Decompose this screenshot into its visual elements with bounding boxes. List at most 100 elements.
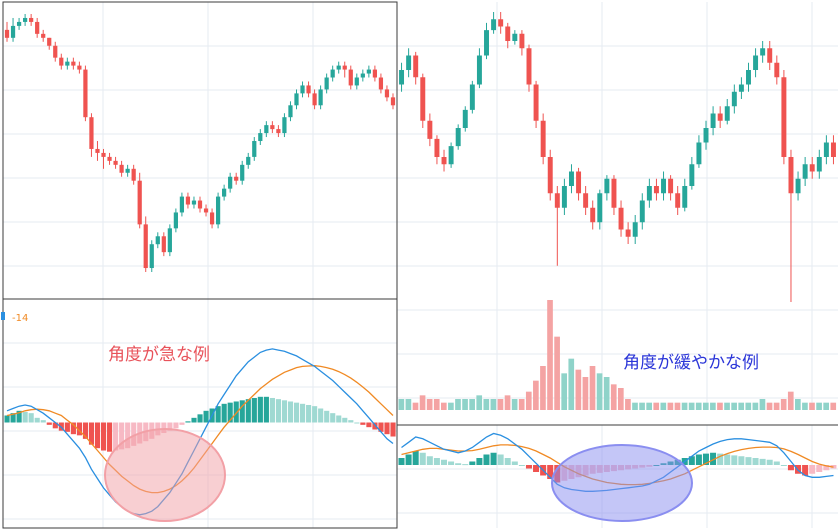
histogram-bar (167, 422, 173, 431)
candle-body (830, 142, 836, 157)
volume-bar (533, 380, 539, 410)
histogram-bar (34, 417, 40, 423)
candle-body (161, 236, 166, 253)
volume-bar (511, 399, 518, 410)
candle-body (809, 164, 815, 172)
candle-body (710, 113, 716, 128)
candle-body (179, 196, 185, 213)
volume-bar (632, 402, 638, 410)
candle-body (434, 138, 440, 157)
volume-bar (554, 336, 560, 410)
volume-bar (795, 399, 801, 410)
histogram-bar (82, 422, 89, 439)
histogram-bar (233, 401, 239, 423)
volume-bar (809, 402, 815, 410)
volume-bar (702, 402, 709, 410)
volume-bar (731, 402, 737, 410)
volume-bar (695, 402, 702, 410)
histogram-bar (4, 415, 10, 423)
histogram-bar (161, 422, 167, 434)
candle-body (71, 61, 76, 66)
candle-body (816, 157, 822, 172)
histogram-bar (100, 422, 107, 451)
candle-body (173, 212, 178, 229)
candle-body (590, 207, 596, 223)
histogram-bar (384, 422, 390, 435)
histogram-bar (245, 399, 251, 423)
histogram-bar (52, 422, 58, 429)
volume-bar (639, 402, 645, 410)
candle-body (554, 193, 560, 208)
histogram-bar (263, 396, 269, 423)
histogram-bar (440, 459, 448, 465)
histogram-bar (816, 465, 823, 472)
histogram-bar (372, 422, 378, 430)
volume-bar (759, 399, 766, 410)
histogram-bar (64, 422, 70, 432)
volume-bar (448, 402, 454, 410)
histogram-bar (107, 422, 113, 452)
volume-bar (561, 373, 568, 410)
candle-body (324, 77, 329, 90)
histogram-bar (28, 413, 34, 423)
candle-body (561, 186, 567, 208)
volume-bar (610, 384, 617, 410)
histogram-bar (306, 404, 312, 423)
volume-bar (667, 402, 674, 410)
volume-bar (575, 369, 582, 410)
candle-body (372, 69, 378, 78)
candle-body (484, 30, 489, 56)
histogram-bar (802, 465, 809, 476)
left-macd-value-label: -14 (12, 313, 28, 324)
histogram-bar (378, 422, 384, 432)
histogram-bar (46, 422, 52, 425)
candle-body (378, 77, 384, 90)
candle-body (653, 186, 659, 194)
histogram-bar (336, 415, 342, 423)
candle-body (300, 85, 305, 94)
candle-body (455, 128, 461, 147)
volume-bar (540, 366, 546, 410)
histogram-bar (504, 458, 511, 465)
histogram-bar (125, 422, 131, 449)
candle-body (47, 37, 52, 46)
histogram-bar (448, 461, 455, 465)
candle-body (83, 69, 88, 118)
candle-body (427, 120, 433, 139)
candle-body (155, 236, 160, 245)
histogram-bar (366, 422, 372, 428)
candle-body (29, 17, 34, 22)
candle-body (668, 178, 674, 194)
histogram-bar (215, 406, 221, 423)
histogram-bar (390, 422, 396, 437)
candle-body (113, 160, 118, 165)
left-price-panel (4, 14, 396, 272)
histogram-bar (766, 459, 773, 465)
candle-body (406, 55, 412, 70)
candle-body (689, 164, 695, 186)
histogram-bar (70, 422, 76, 435)
gentle-angle-label: 角度が緩やかな例 (623, 353, 759, 373)
candle-body (270, 125, 275, 130)
candle-body (252, 141, 257, 157)
candle-body (119, 164, 124, 173)
volume-bar (766, 402, 773, 410)
candle-body (448, 146, 454, 165)
candle-body (167, 228, 172, 253)
candle-body (505, 26, 511, 41)
histogram-bar (752, 458, 759, 465)
histogram-bar (251, 397, 257, 423)
candle-body (53, 45, 58, 58)
candle-body (209, 212, 215, 225)
histogram-bar (717, 453, 724, 465)
volume-bar (717, 402, 723, 410)
histogram-bar (185, 421, 191, 423)
histogram-bar (533, 465, 540, 472)
candle-body (89, 117, 94, 149)
candle-body (646, 186, 652, 201)
candle-body (95, 148, 100, 153)
histogram-bar (518, 465, 525, 466)
candle-body (413, 55, 419, 78)
candle-body (611, 178, 617, 208)
candle-body (282, 117, 287, 134)
